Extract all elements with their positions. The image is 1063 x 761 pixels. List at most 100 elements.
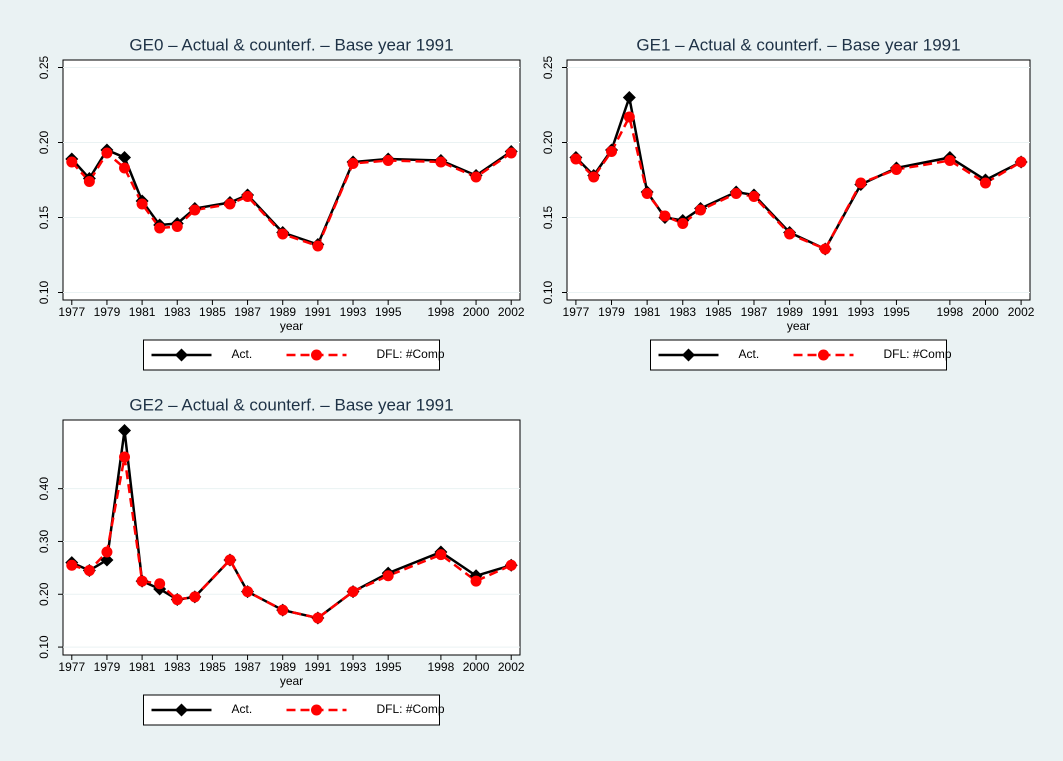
- marker: [855, 177, 867, 189]
- marker: [175, 703, 188, 717]
- x-tick-label: 1989: [776, 305, 803, 319]
- x-tick-label: 1985: [199, 305, 226, 319]
- marker: [119, 451, 131, 463]
- x-tick-label: 2002: [498, 660, 525, 674]
- y-tick-label: 0.20: [541, 130, 555, 154]
- marker: [83, 565, 95, 577]
- x-tick-label: 1979: [94, 305, 121, 319]
- y-tick-label: 0.10: [541, 280, 555, 304]
- marker: [659, 210, 671, 222]
- marker: [189, 591, 201, 603]
- chart-title: GE0 – Actual & counterf. – Base year 199…: [129, 35, 453, 54]
- x-tick-label: 1983: [164, 660, 191, 674]
- marker: [224, 198, 236, 210]
- chart-panel: GE2 – Actual & counterf. – Base year 199…: [37, 395, 525, 726]
- marker: [312, 240, 324, 252]
- chart-panel: GE0 – Actual & counterf. – Base year 199…: [37, 35, 525, 371]
- marker: [277, 604, 289, 616]
- marker: [100, 553, 114, 567]
- marker: [677, 218, 689, 229]
- y-tick-label: 0.15: [37, 205, 51, 229]
- x-tick-label: 1991: [305, 660, 332, 674]
- x-tick-label: 1981: [634, 305, 661, 319]
- marker: [748, 191, 760, 202]
- marker: [470, 575, 482, 587]
- series-line: [71, 456, 512, 620]
- marker: [623, 111, 635, 123]
- marker: [66, 156, 78, 168]
- marker: [224, 554, 236, 566]
- marker: [382, 155, 394, 166]
- marker: [119, 162, 131, 174]
- y-tick-label: 0.20: [37, 130, 51, 154]
- x-tick-label: 1977: [58, 660, 85, 674]
- marker: [606, 146, 618, 157]
- marker: [382, 570, 394, 582]
- x-tick-label: 1985: [705, 305, 732, 319]
- marker: [588, 171, 600, 183]
- marker: [347, 158, 359, 169]
- marker: [277, 228, 289, 240]
- marker: [784, 228, 796, 240]
- x-tick-label: 2002: [498, 305, 525, 319]
- marker: [118, 424, 132, 438]
- x-axis-label: year: [280, 319, 303, 333]
- chart-title: GE2 – Actual & counterf. – Base year 199…: [129, 395, 453, 414]
- marker: [505, 147, 517, 159]
- x-tick-label: 1995: [375, 660, 402, 674]
- legend-label: DFL: #Comp: [377, 702, 445, 716]
- marker: [136, 575, 148, 587]
- marker: [101, 546, 113, 558]
- marker: [101, 147, 113, 159]
- marker: [435, 549, 447, 561]
- marker: [175, 348, 188, 362]
- x-tick-label: 1993: [340, 305, 367, 319]
- marker: [890, 164, 902, 175]
- x-tick-label: 1998: [428, 660, 455, 674]
- marker: [641, 188, 653, 199]
- x-tick-label: 2000: [972, 305, 999, 319]
- marker: [944, 155, 956, 166]
- x-tick-label: 1977: [563, 305, 590, 319]
- x-tick-label: 1989: [269, 660, 296, 674]
- x-tick-label: 1995: [883, 305, 910, 319]
- marker: [242, 586, 254, 598]
- y-tick-label: 0.30: [37, 529, 51, 553]
- x-tick-label: 1983: [164, 305, 191, 319]
- marker: [154, 578, 166, 590]
- y-tick-label: 0.25: [541, 55, 555, 79]
- legend-label: Act.: [232, 347, 253, 361]
- y-tick-label: 0.10: [37, 280, 51, 304]
- x-tick-label: 1981: [129, 305, 156, 319]
- x-tick-label: 1979: [598, 305, 625, 319]
- marker: [136, 198, 148, 210]
- x-tick-label: 2000: [463, 305, 490, 319]
- marker: [1015, 156, 1027, 168]
- x-tick-label: 2000: [463, 660, 490, 674]
- x-tick-label: 1985: [199, 660, 226, 674]
- x-tick-label: 1979: [94, 660, 121, 674]
- x-tick-label: 1983: [669, 305, 696, 319]
- x-tick-label: 1998: [428, 305, 455, 319]
- x-tick-label: 1981: [129, 660, 156, 674]
- plot-area: [62, 59, 521, 301]
- marker: [171, 221, 183, 232]
- marker: [470, 171, 482, 183]
- legend-label: DFL: #Comp: [377, 347, 445, 361]
- marker: [171, 594, 183, 606]
- marker: [189, 204, 201, 216]
- marker: [730, 188, 742, 199]
- y-tick-label: 0.15: [541, 205, 555, 229]
- x-tick-label: 2002: [1008, 305, 1035, 319]
- x-tick-label: 1987: [234, 660, 261, 674]
- marker: [819, 243, 831, 255]
- x-tick-label: 1993: [847, 305, 874, 319]
- x-axis-label: year: [787, 319, 810, 333]
- legend-label: Act.: [739, 347, 760, 361]
- marker: [435, 156, 447, 168]
- marker: [312, 612, 324, 624]
- x-axis-label: year: [280, 674, 303, 688]
- y-tick-label: 0.20: [37, 582, 51, 606]
- x-tick-label: 1987: [741, 305, 768, 319]
